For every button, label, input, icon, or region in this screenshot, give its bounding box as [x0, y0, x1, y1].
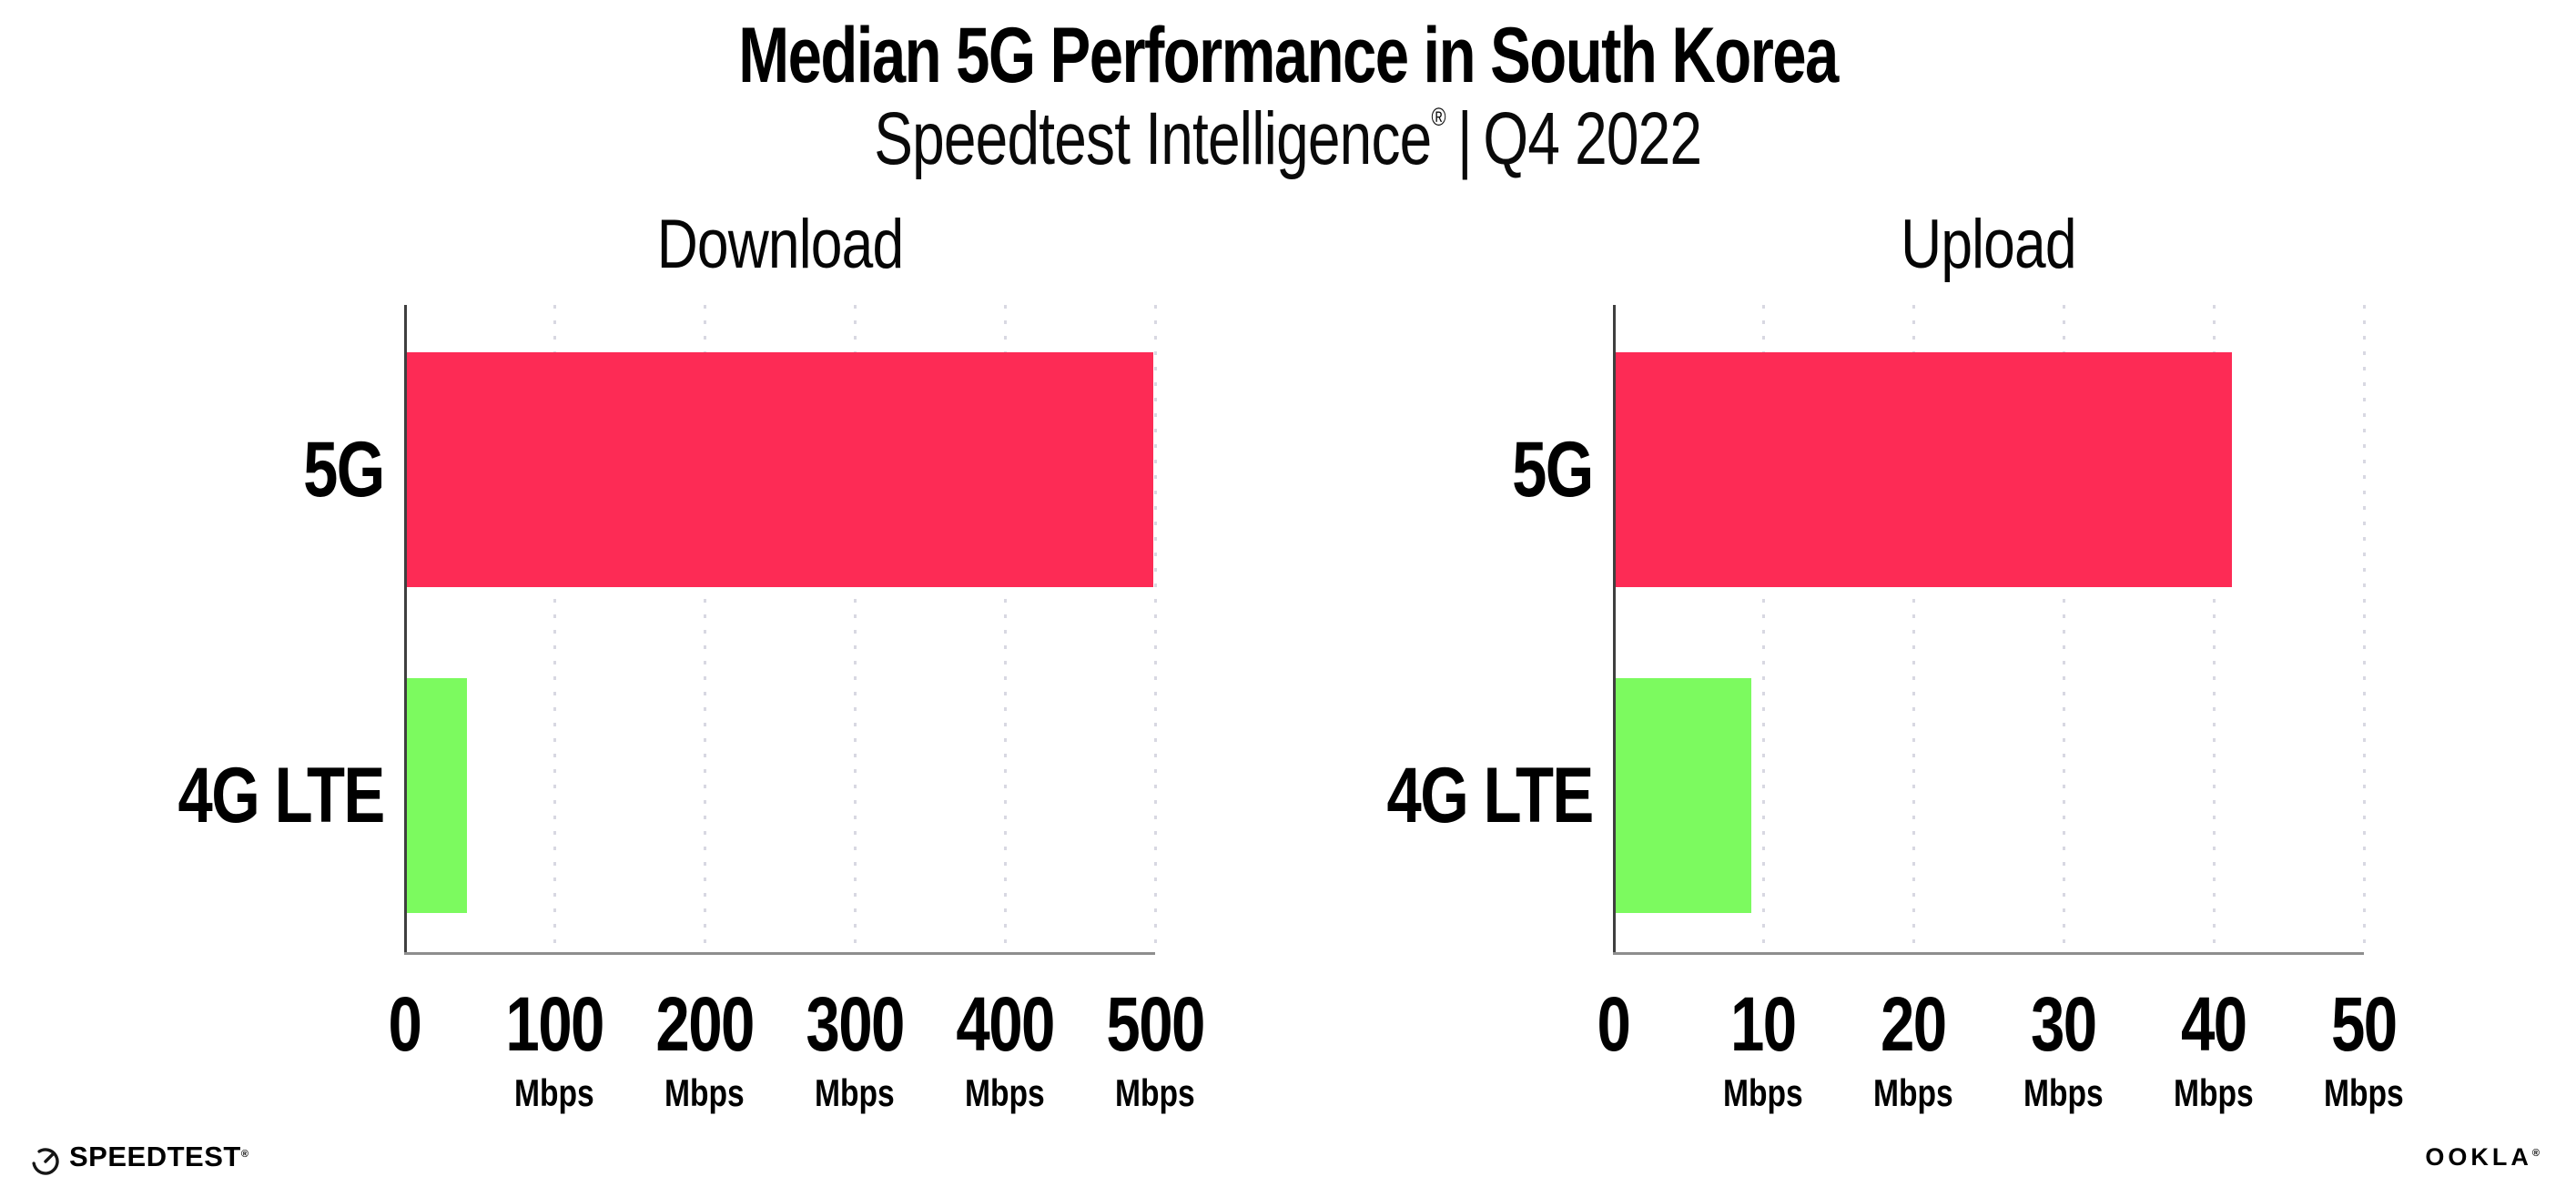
gridline-10-upload: [1761, 305, 1765, 953]
gridline-200-download: [703, 305, 706, 953]
tick-label-30-upload: 30: [2031, 981, 2097, 1067]
gridline-500-download: [1153, 305, 1157, 953]
subtitle-period: Q4 2022: [1483, 97, 1703, 180]
category-label-4g-lte-upload: 4G LTE: [1386, 752, 1595, 839]
gauge-icon: [32, 1147, 59, 1175]
gridline-100-download: [553, 305, 556, 953]
gridline-20-upload: [1912, 305, 1915, 953]
gridline-300-download: [853, 305, 857, 953]
registered-mark: ®: [1431, 103, 1446, 131]
tick-label-0-upload: 0: [1597, 981, 1630, 1067]
bar-4g-lte-upload: [1616, 678, 1751, 913]
gridline-50-upload: [2362, 305, 2366, 953]
tick-unit-20-upload: Mbps: [1873, 1071, 1953, 1114]
category-label-4g-lte-download: 4G LTE: [177, 752, 386, 839]
tick-label-100-download: 100: [505, 981, 604, 1067]
gridline-40-upload: [2212, 305, 2216, 953]
tick-unit-30-upload: Mbps: [2023, 1071, 2104, 1114]
speedtest-logo-text: SPEEDTEST: [69, 1141, 241, 1172]
tick-unit-200-download: Mbps: [664, 1071, 745, 1114]
download-x-axis: [404, 952, 1155, 955]
download-chart-title: Download: [656, 206, 903, 283]
upload-x-axis: [1613, 952, 2364, 955]
category-label-5g-upload: 5G: [1512, 426, 1594, 513]
speedtest-logo: SPEEDTEST®: [30, 1141, 248, 1179]
tick-unit-100-download: Mbps: [514, 1071, 594, 1114]
tick-label-10-upload: 10: [1730, 981, 1797, 1067]
tick-label-50-upload: 50: [2331, 981, 2398, 1067]
tick-unit-40-upload: Mbps: [2174, 1071, 2254, 1114]
upload-chart: Upload 0 10 Mbps 20 Mbps 30 Mbps 40 Mbps 50 Mbps 5G…: [1387, 210, 2404, 1113]
upload-chart-title: Upload: [1901, 206, 2076, 283]
download-chart: Download 0 100 Mbps 200 Mbps 300 Mbps 400 Mbps 50…: [178, 210, 1205, 1113]
tick-label-400-download: 400: [956, 981, 1055, 1067]
bar-5g-download: [407, 352, 1154, 587]
subtitle-brand: Speedtest Intelligence: [874, 97, 1432, 180]
tick-label-20-upload: 20: [1881, 981, 1947, 1067]
speedtest-registered-mark: ®: [240, 1149, 249, 1160]
ookla-logo-text: OOKLA: [2425, 1143, 2532, 1171]
ookla-registered-mark: ®: [2531, 1148, 2543, 1159]
tick-label-200-download: 200: [655, 981, 755, 1067]
tick-label-0-download: 0: [388, 981, 421, 1067]
gridline-400-download: [1003, 305, 1007, 953]
page-title: Median 5G Performance in South Korea: [738, 12, 1839, 99]
download-y-axis: [404, 305, 407, 953]
ookla-logo: OOKLA®: [2425, 1143, 2543, 1176]
tick-unit-400-download: Mbps: [965, 1071, 1045, 1114]
tick-unit-50-upload: Mbps: [2324, 1071, 2404, 1114]
tick-unit-300-download: Mbps: [815, 1071, 895, 1114]
gridline-30-upload: [2062, 305, 2065, 953]
tick-unit-500-download: Mbps: [1115, 1071, 1195, 1114]
bar-5g-upload: [1616, 352, 2232, 587]
page-subtitle: Speedtest Intelligence® | Q4 2022: [0, 95, 2576, 184]
upload-y-axis: [1613, 305, 1616, 953]
tick-unit-10-upload: Mbps: [1723, 1071, 1803, 1114]
tick-label-300-download: 300: [806, 981, 905, 1067]
tick-label-500-download: 500: [1106, 981, 1205, 1067]
bar-4g-lte-download: [407, 678, 467, 913]
category-label-5g-download: 5G: [303, 426, 385, 513]
tick-label-40-upload: 40: [2181, 981, 2247, 1067]
subtitle-separator: |: [1457, 97, 1473, 180]
